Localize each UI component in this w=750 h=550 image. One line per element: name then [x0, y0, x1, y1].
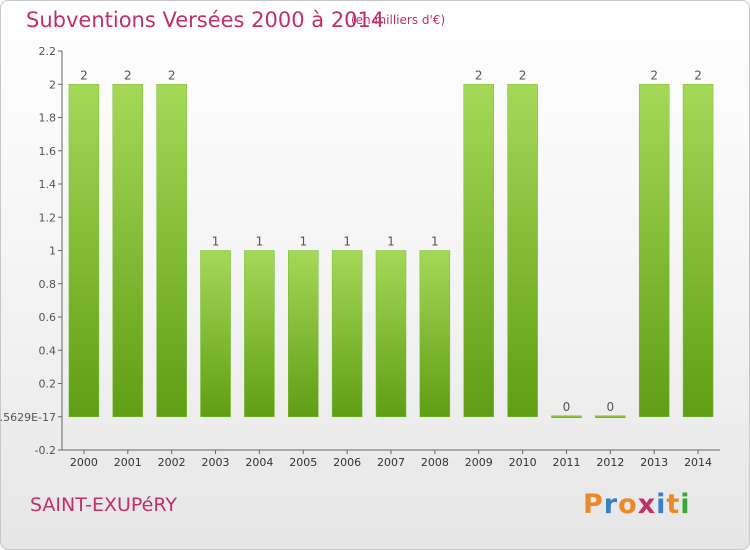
x-tick-label: 2003	[202, 456, 230, 469]
x-tick-label: 2008	[421, 456, 449, 469]
value-label: 0	[607, 400, 615, 414]
x-tick-label: 2002	[158, 456, 186, 469]
value-label: 2	[80, 68, 88, 82]
bar-2000	[68, 84, 100, 417]
brand-letter: o	[618, 489, 638, 520]
brand-letter: i	[656, 489, 667, 520]
y-tick-label: 2	[49, 78, 56, 91]
bar-2006	[331, 250, 363, 417]
x-tick-label: 2007	[377, 456, 405, 469]
bar-2002	[156, 84, 187, 417]
bar-2011	[551, 415, 582, 418]
y-tick-label: 1	[49, 245, 56, 258]
chart-title: Subventions Versées 2000 à 2014	[26, 8, 385, 32]
chart-subtitle: (en milliers d'€)	[351, 13, 446, 27]
value-label: 1	[387, 235, 395, 249]
commune-name: SAINT-EXUPéRY	[30, 494, 177, 516]
value-label: 1	[343, 235, 351, 249]
proxiti-logo: Proxiti	[583, 489, 691, 520]
y-tick-label: -0.2	[35, 444, 56, 457]
x-tick-label: 2001	[114, 456, 142, 469]
x-tick-label: 2009	[465, 456, 493, 469]
value-label: 2	[650, 68, 658, 82]
bar-2003	[200, 250, 231, 417]
value-label: 1	[212, 235, 220, 249]
brand-letter: x	[637, 489, 657, 520]
bar-2008	[419, 250, 451, 417]
bar-2009	[463, 84, 494, 417]
x-tick-label: 2006	[333, 456, 361, 469]
bar-2014	[682, 84, 714, 417]
y-tick-label: 1.8	[39, 112, 57, 125]
bar-2005	[288, 250, 319, 417]
x-tick-label: 2000	[70, 456, 98, 469]
bar-2012	[595, 415, 626, 418]
y-tick-label: 1.4	[39, 178, 57, 191]
x-tick-label: 2004	[245, 456, 273, 469]
y-tick-label: 1.6	[39, 145, 57, 158]
brand-letter: r	[603, 489, 619, 520]
value-label: 2	[519, 68, 527, 82]
x-tick-label: 2005	[289, 456, 317, 469]
bar-2007	[375, 250, 407, 417]
y-tick-label: 2.2	[39, 45, 57, 58]
value-label: 2	[694, 68, 702, 82]
brand-letter: P	[583, 489, 604, 520]
y-tick-label: 0.8	[39, 278, 57, 291]
x-tick-label: 2010	[509, 456, 537, 469]
x-tick-label: 2014	[684, 456, 712, 469]
x-tick-label: 2013	[640, 456, 668, 469]
value-label: 1	[256, 235, 264, 249]
bar-2001	[112, 84, 144, 417]
bar-2004	[244, 250, 275, 417]
brand-letter: t	[666, 489, 681, 520]
value-label: 0	[563, 400, 571, 414]
y-tick-label: 1.2	[39, 211, 57, 224]
y-tick-label: 0.4	[39, 344, 57, 357]
brand-letter: i	[680, 489, 691, 520]
x-tick-label: 2011	[552, 456, 580, 469]
value-label: 1	[431, 235, 439, 249]
value-label: 2	[124, 68, 132, 82]
value-label: 2	[475, 68, 483, 82]
x-tick-label: 2012	[596, 456, 624, 469]
y-tick-label: 0.6	[39, 311, 57, 324]
value-label: 2	[168, 68, 176, 82]
value-label: 1	[299, 235, 307, 249]
y-tick-label: 0.2	[39, 378, 57, 391]
bar-2010	[507, 84, 538, 417]
bar-2013	[638, 84, 670, 417]
y-tick-label: -1.5629E-17	[0, 411, 56, 424]
